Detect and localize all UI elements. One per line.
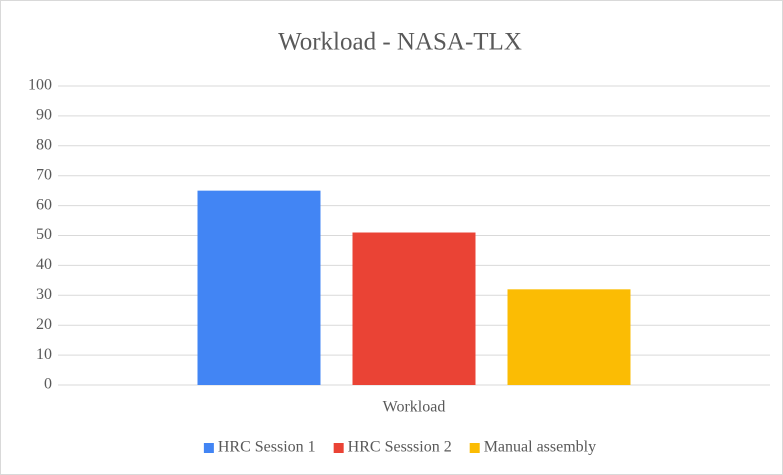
y-tick-label: 100 bbox=[28, 77, 52, 94]
y-tick-label: 60 bbox=[36, 196, 52, 213]
bar bbox=[197, 190, 321, 385]
y-tick-label: 40 bbox=[36, 256, 52, 273]
y-tick-label: 70 bbox=[36, 166, 52, 183]
y-tick-label: 0 bbox=[44, 376, 52, 393]
y-tick-label: 50 bbox=[36, 226, 52, 243]
chart-title: Workload - NASA-TLX bbox=[278, 29, 522, 56]
y-tick-label: 10 bbox=[36, 346, 52, 363]
y-tick-label: 20 bbox=[36, 316, 52, 333]
legend-label: HRC Sesssion 2 bbox=[348, 439, 452, 456]
legend-swatch bbox=[333, 443, 344, 453]
bar bbox=[352, 232, 476, 385]
bar bbox=[507, 289, 631, 385]
y-tick-label: 80 bbox=[36, 136, 52, 153]
legend-swatch bbox=[469, 443, 480, 453]
legend-label: Manual assembly bbox=[484, 439, 596, 456]
y-tick-label: 90 bbox=[36, 107, 52, 124]
x-tick-label: Workload bbox=[383, 399, 446, 416]
y-tick-label: 30 bbox=[36, 286, 52, 303]
legend-swatch bbox=[203, 443, 214, 453]
legend-label: HRC Session 1 bbox=[218, 439, 316, 456]
